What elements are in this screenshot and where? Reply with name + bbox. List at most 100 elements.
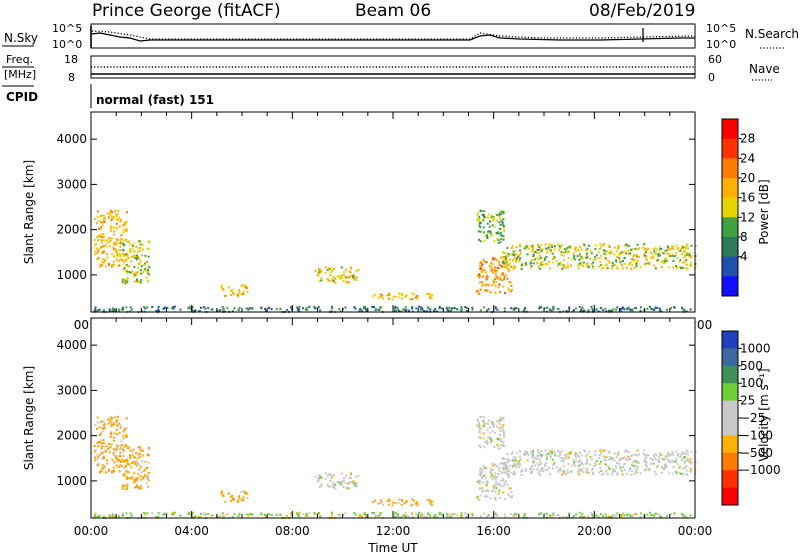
power-cell <box>100 221 103 224</box>
velocity-cell <box>501 443 504 446</box>
power-cell <box>504 255 507 258</box>
colorbar-swatch <box>722 237 738 258</box>
velocity-cell <box>136 462 139 465</box>
velocity-cell <box>587 515 590 518</box>
velocity-cell <box>484 495 487 498</box>
velocity-cell <box>613 452 616 455</box>
velocity-cell <box>431 500 434 503</box>
power-cell <box>627 244 630 247</box>
velocity-cell <box>99 421 102 424</box>
velocity-cell <box>98 425 101 428</box>
power-cell <box>647 248 650 251</box>
power-cell <box>564 250 567 253</box>
velocity-cell <box>438 513 441 516</box>
power-cell <box>478 275 481 278</box>
x-tick-label: 12:00 <box>376 524 411 538</box>
power-cell <box>331 278 334 281</box>
power-cell <box>143 269 146 272</box>
velocity-cell <box>593 464 596 467</box>
power-cell <box>589 257 592 260</box>
velocity-cell <box>601 449 604 452</box>
power-cell <box>591 265 594 268</box>
velocity-cell <box>499 434 502 437</box>
velocity-cell <box>584 455 587 458</box>
power-cell <box>669 247 672 250</box>
power-cell <box>600 245 603 248</box>
power-cell <box>129 251 132 254</box>
velocity-cell <box>101 467 104 470</box>
velocity-cell <box>608 451 611 454</box>
power-cell <box>674 254 677 257</box>
power-cell <box>666 252 669 255</box>
velocity-cell <box>671 459 674 462</box>
nsearch-tick-high: 10^5 <box>706 22 736 35</box>
power-cell <box>494 284 497 287</box>
velocity-cell <box>179 514 182 517</box>
velocity-cell <box>667 454 670 457</box>
colorbar-tick-label: −25 <box>740 411 765 425</box>
power-cell <box>586 256 589 259</box>
velocity-cell <box>480 471 483 474</box>
velocity-cell <box>592 472 595 475</box>
power-cell <box>649 256 652 259</box>
power-cell <box>218 309 221 312</box>
velocity-cell <box>135 451 138 454</box>
velocity-cell <box>657 458 660 461</box>
velocity-cell <box>567 462 570 465</box>
power-cell <box>673 306 676 309</box>
velocity-cell <box>331 475 334 478</box>
velocity-cell <box>520 474 523 477</box>
velocity-cell <box>415 513 418 516</box>
power-cell <box>532 253 535 256</box>
power-cell <box>418 305 421 308</box>
power-cell <box>482 231 485 234</box>
power-cell <box>523 309 526 312</box>
freq-units: [MHz] <box>4 68 36 81</box>
power-cell <box>136 256 139 259</box>
velocity-cell <box>242 498 245 501</box>
power-cell <box>484 271 487 274</box>
power-cell <box>94 253 97 256</box>
power-cell <box>100 246 103 249</box>
velocity-cell <box>108 516 111 519</box>
power-cell <box>665 259 668 262</box>
power-cell <box>479 210 482 213</box>
velocity-cell <box>382 503 385 506</box>
power-cell <box>493 218 496 221</box>
power-cell <box>644 254 647 257</box>
velocity-cell <box>591 471 594 474</box>
power-cell <box>578 262 581 265</box>
velocity-cell <box>615 465 618 468</box>
velocity-cell <box>143 469 146 472</box>
velocity-cell <box>98 453 101 456</box>
power-cell <box>121 253 124 256</box>
velocity-cell <box>571 464 574 467</box>
power-cell <box>615 250 618 253</box>
velocity-cell <box>546 469 549 472</box>
velocity-cell <box>95 427 98 430</box>
power-cell <box>603 252 606 255</box>
velocity-cell <box>275 513 278 516</box>
velocity-cell <box>689 458 692 461</box>
velocity-cell <box>492 464 495 467</box>
velocity-cell <box>222 495 225 498</box>
power-cell <box>115 242 118 245</box>
velocity-cell <box>100 444 103 447</box>
velocity-cell <box>119 455 122 458</box>
power-cell <box>102 219 105 222</box>
velocity-cell <box>551 463 554 466</box>
power-cell <box>583 243 586 246</box>
power-cell <box>125 252 128 255</box>
velocity-cell <box>135 477 138 480</box>
power-cell <box>236 293 239 296</box>
velocity-cell <box>145 475 148 478</box>
colorbar-swatch <box>722 178 738 199</box>
power-cell <box>95 247 98 250</box>
power-cell <box>119 255 122 258</box>
power-cell <box>298 305 301 308</box>
power-cell <box>599 254 602 257</box>
velocity-cell <box>126 483 129 486</box>
velocity-cell <box>545 453 548 456</box>
power-cell <box>502 235 505 238</box>
